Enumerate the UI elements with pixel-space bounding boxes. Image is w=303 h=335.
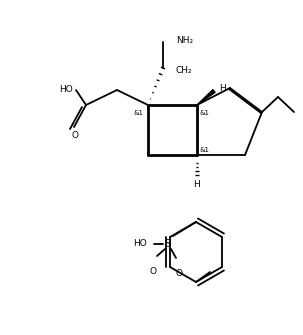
Text: H: H xyxy=(194,180,200,189)
Text: NH₂: NH₂ xyxy=(176,36,193,45)
Polygon shape xyxy=(197,90,215,105)
Text: O: O xyxy=(72,131,78,139)
Text: H: H xyxy=(219,83,226,92)
Text: &1: &1 xyxy=(133,110,143,116)
Text: O: O xyxy=(149,267,157,275)
Text: CH₂: CH₂ xyxy=(176,66,193,74)
Text: S: S xyxy=(165,239,171,249)
Text: &1: &1 xyxy=(200,147,210,153)
Text: &1: &1 xyxy=(200,110,210,116)
Text: O: O xyxy=(175,268,182,277)
Text: HO: HO xyxy=(59,84,73,93)
Text: HO: HO xyxy=(133,240,147,249)
